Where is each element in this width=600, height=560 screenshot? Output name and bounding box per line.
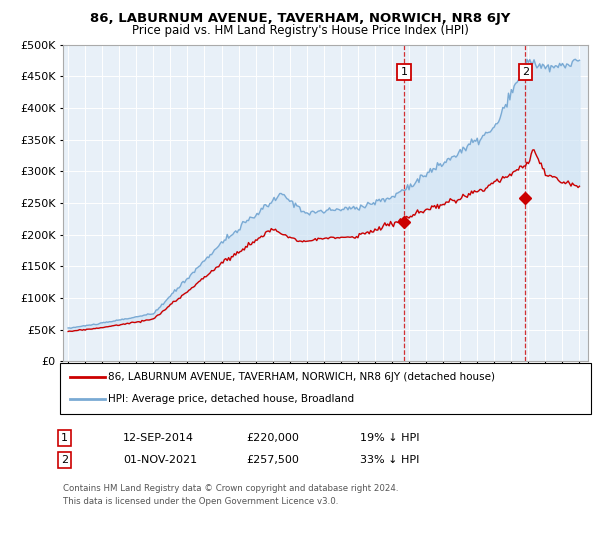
Text: £220,000: £220,000 — [246, 433, 299, 443]
Text: Price paid vs. HM Land Registry's House Price Index (HPI): Price paid vs. HM Land Registry's House … — [131, 24, 469, 37]
Text: 2: 2 — [61, 455, 68, 465]
Text: 86, LABURNUM AVENUE, TAVERHAM, NORWICH, NR8 6JY (detached house): 86, LABURNUM AVENUE, TAVERHAM, NORWICH, … — [108, 372, 495, 382]
Text: £257,500: £257,500 — [246, 455, 299, 465]
Text: 19% ↓ HPI: 19% ↓ HPI — [360, 433, 419, 443]
Text: 86, LABURNUM AVENUE, TAVERHAM, NORWICH, NR8 6JY: 86, LABURNUM AVENUE, TAVERHAM, NORWICH, … — [90, 12, 510, 25]
Text: 01-NOV-2021: 01-NOV-2021 — [123, 455, 197, 465]
Text: 1: 1 — [400, 67, 407, 77]
Text: 1: 1 — [61, 433, 68, 443]
Text: 2: 2 — [522, 67, 529, 77]
Text: HPI: Average price, detached house, Broadland: HPI: Average price, detached house, Broa… — [108, 394, 354, 404]
Text: 33% ↓ HPI: 33% ↓ HPI — [360, 455, 419, 465]
Text: 12-SEP-2014: 12-SEP-2014 — [123, 433, 194, 443]
Text: Contains HM Land Registry data © Crown copyright and database right 2024.: Contains HM Land Registry data © Crown c… — [63, 484, 398, 493]
Text: This data is licensed under the Open Government Licence v3.0.: This data is licensed under the Open Gov… — [63, 497, 338, 506]
